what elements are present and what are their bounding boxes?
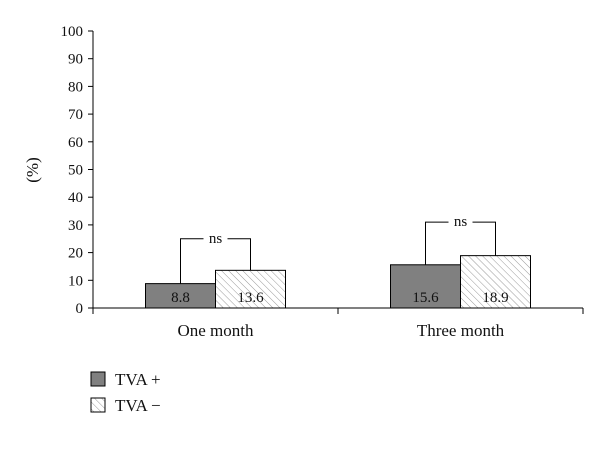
y-tick-label: 10 xyxy=(68,273,83,289)
y-tick-label: 0 xyxy=(76,301,84,317)
bar-data-label: 13.6 xyxy=(237,290,264,306)
legend-swatch xyxy=(90,371,106,387)
bar-data-label: 8.8 xyxy=(171,290,190,306)
y-tick-label: 60 xyxy=(68,135,83,151)
bar-data-label: 18.9 xyxy=(482,290,508,306)
legend-label: TVA + xyxy=(115,370,161,389)
significance-label: ns xyxy=(454,214,468,230)
y-tick-label: 50 xyxy=(68,163,83,179)
significance-label-bg xyxy=(448,213,473,230)
y-tick-label: 80 xyxy=(68,79,83,95)
y-tick-label: 40 xyxy=(68,190,83,206)
bar-data-label: 15.6 xyxy=(412,290,439,306)
significance-label-bg xyxy=(203,229,228,246)
bar xyxy=(145,283,216,309)
significance-label: ns xyxy=(209,231,223,247)
legend-swatch xyxy=(90,397,106,413)
legend: TVA + TVA − xyxy=(90,370,161,415)
y-tick-label: 70 xyxy=(68,107,83,123)
y-tick-label: 90 xyxy=(68,52,83,68)
bars: 8.8 15.6 13.6 18.9 xyxy=(145,255,531,309)
bar xyxy=(460,255,531,309)
x-category-label: Three month xyxy=(417,321,505,340)
y-tick-label: 20 xyxy=(68,246,83,262)
y-axis-label: (%) xyxy=(23,157,42,182)
y-tick-label: 100 xyxy=(61,24,84,40)
significance-annotations: ns ns xyxy=(180,213,496,284)
x-category-label: One month xyxy=(177,321,254,340)
legend-label: TVA − xyxy=(115,396,161,415)
axes: 0 10 20 30 40 50 60 70 80 90 100 One month Three mon… xyxy=(23,24,584,340)
y-tick-label: 30 xyxy=(68,218,83,234)
